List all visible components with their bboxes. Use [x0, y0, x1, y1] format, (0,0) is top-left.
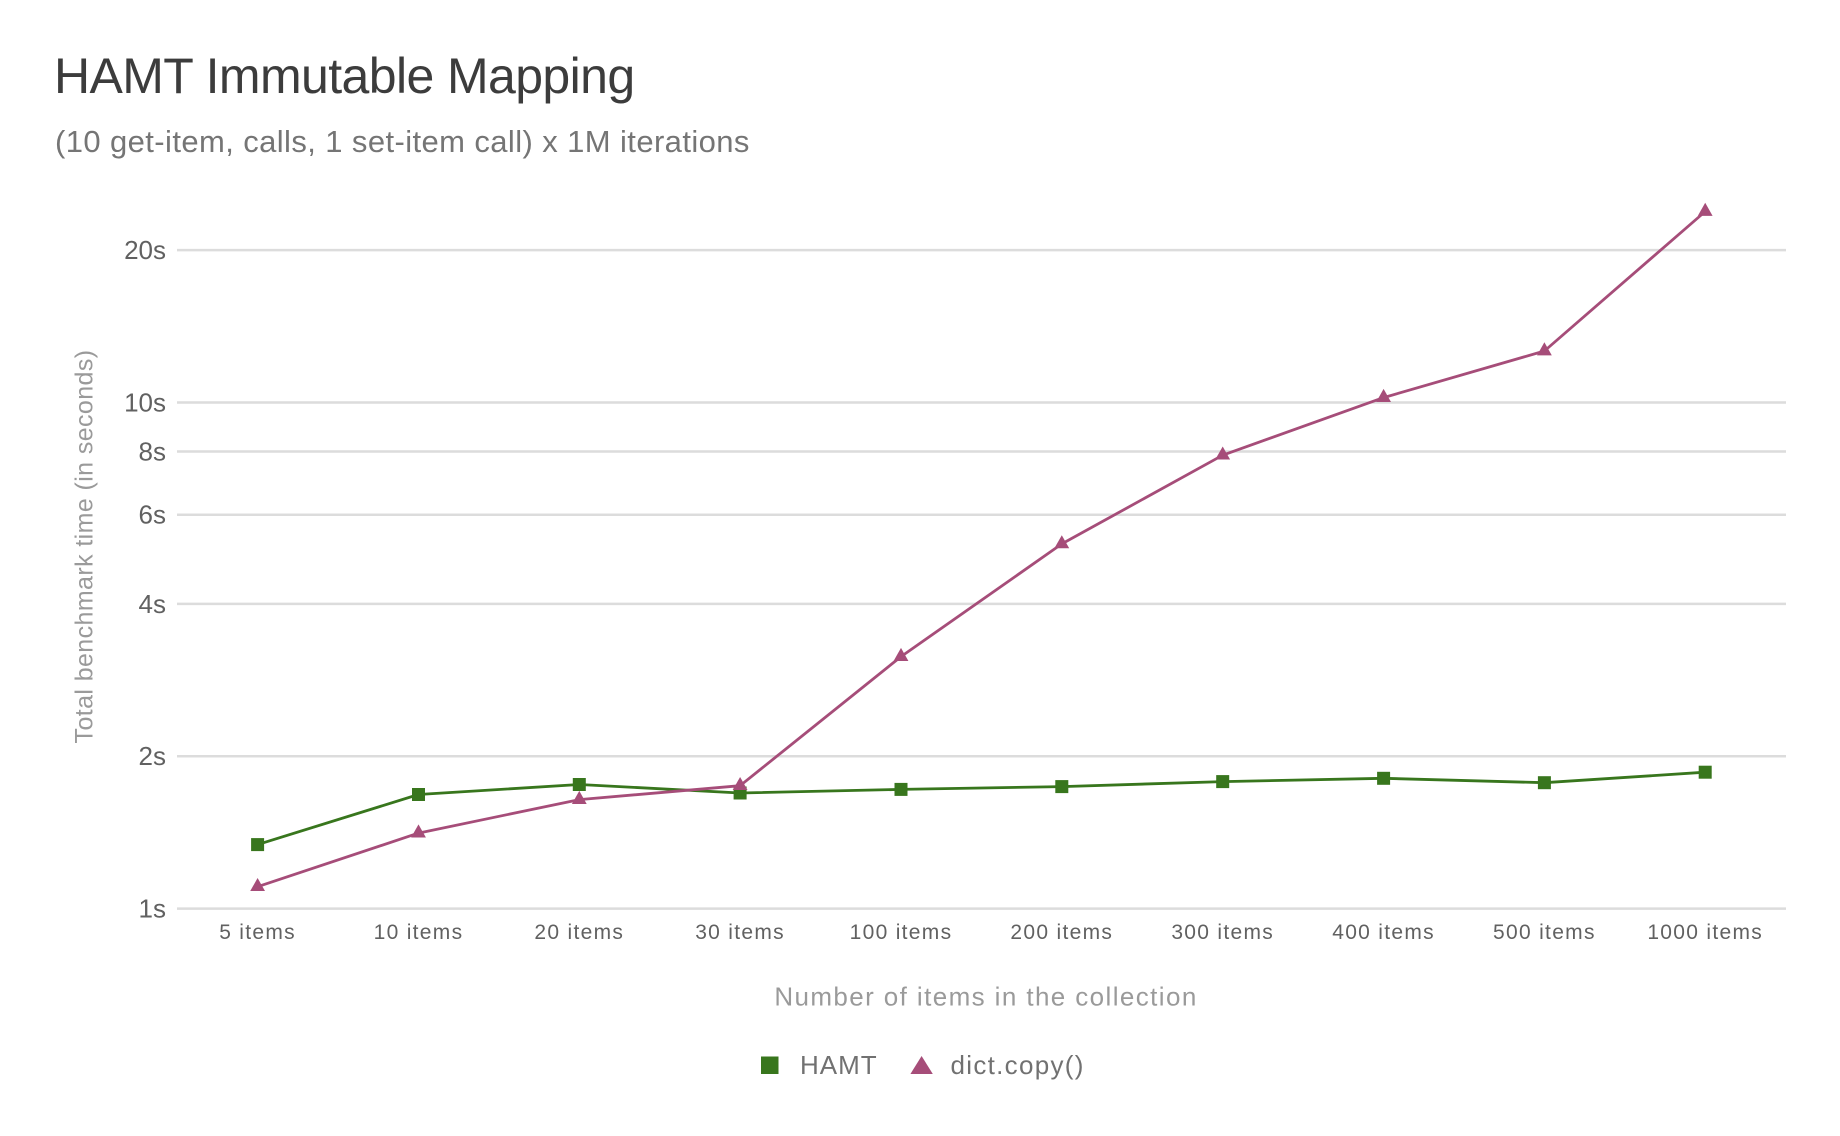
svg-text:100 items: 100 items	[850, 921, 953, 944]
svg-text:2s: 2s	[139, 741, 166, 771]
svg-text:1000 items: 1000 items	[1647, 921, 1763, 944]
svg-text:(10 get-item, calls, 1 set-ite: (10 get-item, calls, 1 set-item call) x …	[55, 124, 750, 159]
svg-text:1s: 1s	[139, 894, 166, 924]
svg-text:500 items: 500 items	[1493, 921, 1596, 944]
svg-text:Number of items in the collect: Number of items in the collection	[774, 982, 1197, 1012]
svg-text:20s: 20s	[124, 235, 166, 265]
svg-text:dict.copy(): dict.copy()	[951, 1050, 1085, 1080]
svg-text:200 items: 200 items	[1010, 921, 1113, 944]
svg-text:6s: 6s	[139, 500, 166, 530]
svg-text:10 items: 10 items	[374, 921, 464, 944]
svg-text:10s: 10s	[124, 388, 166, 418]
svg-text:5 items: 5 items	[219, 921, 296, 944]
svg-text:4s: 4s	[139, 589, 166, 619]
svg-text:20 items: 20 items	[534, 921, 624, 944]
svg-text:300 items: 300 items	[1171, 921, 1274, 944]
svg-text:Total benchmark time (in secon: Total benchmark time (in seconds)	[71, 350, 99, 744]
svg-text:30 items: 30 items	[695, 921, 785, 944]
svg-text:8s: 8s	[139, 437, 166, 467]
svg-text:400 items: 400 items	[1332, 921, 1435, 944]
svg-text:HAMT: HAMT	[800, 1050, 878, 1080]
svg-text:HAMT Immutable Mapping: HAMT Immutable Mapping	[54, 48, 635, 104]
